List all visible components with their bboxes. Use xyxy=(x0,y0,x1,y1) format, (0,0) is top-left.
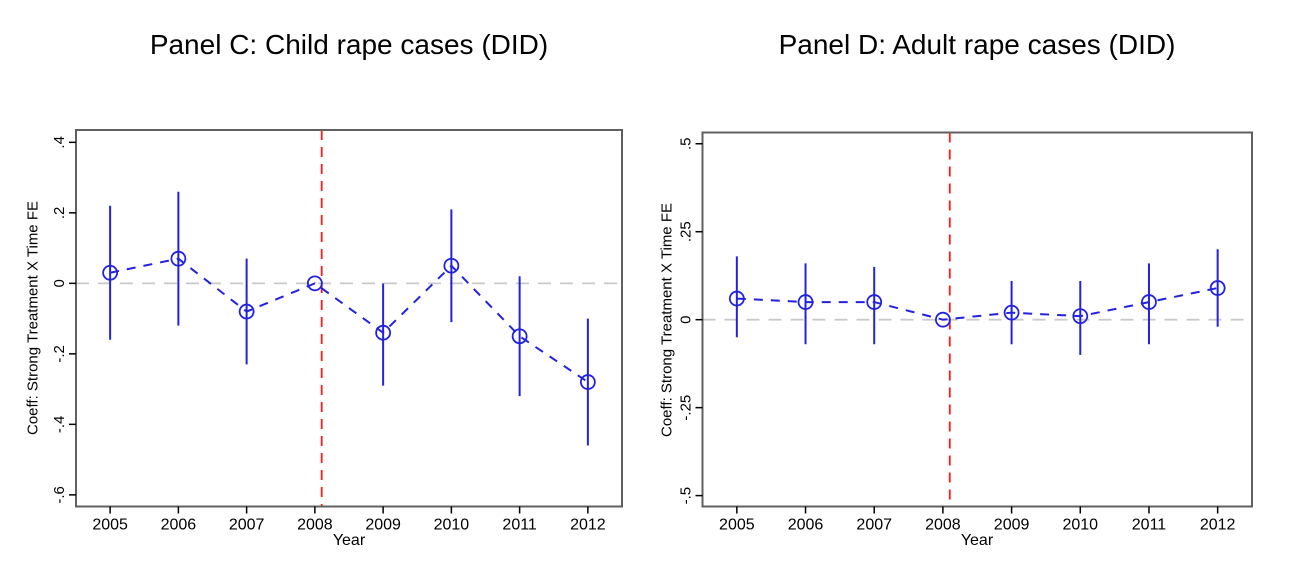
y-tick-label: .25 xyxy=(678,221,695,242)
x-tick-label: 2010 xyxy=(434,517,470,534)
panel-c-title: Panel C: Child rape cases (DID) xyxy=(149,29,549,60)
estimate-marker xyxy=(1003,304,1020,321)
estimate-marker xyxy=(579,374,596,390)
panel-c-x-axis-label: Year xyxy=(332,532,366,549)
panel-d-x-axis-label: Year xyxy=(960,532,994,549)
estimate-marker xyxy=(866,294,883,310)
x-tick-label: 2007 xyxy=(229,517,265,534)
estimate-marker xyxy=(1141,294,1157,310)
estimate-marker xyxy=(238,303,255,320)
panel-d-plot: .5 .25 0 -.25 -.5 2005 2006 2007 2008 2009 2010 201… xyxy=(678,131,1253,534)
y-tick-label: -.25 xyxy=(678,395,695,421)
y-tick-label: 0 xyxy=(51,279,68,287)
y-tick-label: -.2 xyxy=(51,345,68,363)
estimate-marker xyxy=(375,324,392,341)
x-tick-label: 2009 xyxy=(994,517,1030,534)
y-tick-label: -.4 xyxy=(51,416,68,434)
estimate-marker xyxy=(1072,308,1089,325)
y-tick-label: .4 xyxy=(51,136,68,149)
estimate-marker xyxy=(511,328,528,345)
plot-frame xyxy=(75,129,623,508)
panel-c-plot: .4 .2 0 -.2 -.4 -.6 2005 2006 2007 2008 2009 2010 20… xyxy=(51,129,623,534)
estimate-marker xyxy=(797,294,814,310)
y-tick-label: -.6 xyxy=(51,486,68,504)
x-tick-label: 2011 xyxy=(1132,517,1167,534)
estimate-marker xyxy=(102,264,119,281)
y-tick-label: .2 xyxy=(51,207,68,220)
x-tick-label: 2005 xyxy=(92,517,128,534)
x-tick-label: 2009 xyxy=(365,517,401,534)
estimate-trend-line xyxy=(109,257,589,383)
x-tick-label: 2007 xyxy=(856,517,892,534)
estimate-marker xyxy=(443,257,460,274)
estimate-marker xyxy=(306,275,323,292)
x-tick-label: 2006 xyxy=(161,517,197,534)
estimate-trend-line xyxy=(736,287,1218,321)
x-tick-label: 2011 xyxy=(502,517,537,534)
panel-d-title: Panel D: Adult rape cases (DID) xyxy=(778,29,1176,60)
y-tick-label: .5 xyxy=(678,138,695,151)
estimate-marker xyxy=(728,290,745,307)
x-tick-label: 2008 xyxy=(297,517,333,534)
x-tick-label: 2012 xyxy=(570,517,606,534)
estimate-marker xyxy=(935,311,951,328)
estimate-marker xyxy=(1209,280,1226,296)
x-tick-label: 2006 xyxy=(788,517,824,534)
x-tick-label: 2012 xyxy=(1200,517,1236,534)
y-tick-label: -.5 xyxy=(678,487,695,505)
x-tick-label: 2005 xyxy=(719,517,755,534)
estimate-marker xyxy=(170,250,187,267)
x-tick-label: 2010 xyxy=(1062,517,1098,534)
y-tick-label: 0 xyxy=(678,316,695,324)
x-tick-label: 2008 xyxy=(925,517,961,534)
